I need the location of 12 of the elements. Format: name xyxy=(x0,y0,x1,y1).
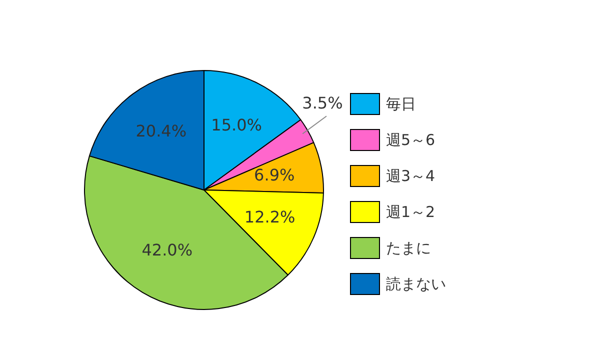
legend-label: 読まない xyxy=(386,274,446,294)
data-label: 3.5% xyxy=(302,93,343,112)
data-label: 6.9% xyxy=(254,166,295,184)
data-label: 12.2% xyxy=(244,208,296,227)
data-label: 42.0% xyxy=(142,240,193,260)
legend-label: 週5～6 xyxy=(386,130,436,150)
legend-label: 週1～2 xyxy=(386,202,436,222)
legend-label: 週3～4 xyxy=(386,166,436,186)
legend-label: 毎日 xyxy=(386,94,416,114)
data-label: 20.4% xyxy=(136,122,187,141)
legend-label: たまに xyxy=(386,238,431,258)
data-label: 15.0% xyxy=(211,115,262,134)
